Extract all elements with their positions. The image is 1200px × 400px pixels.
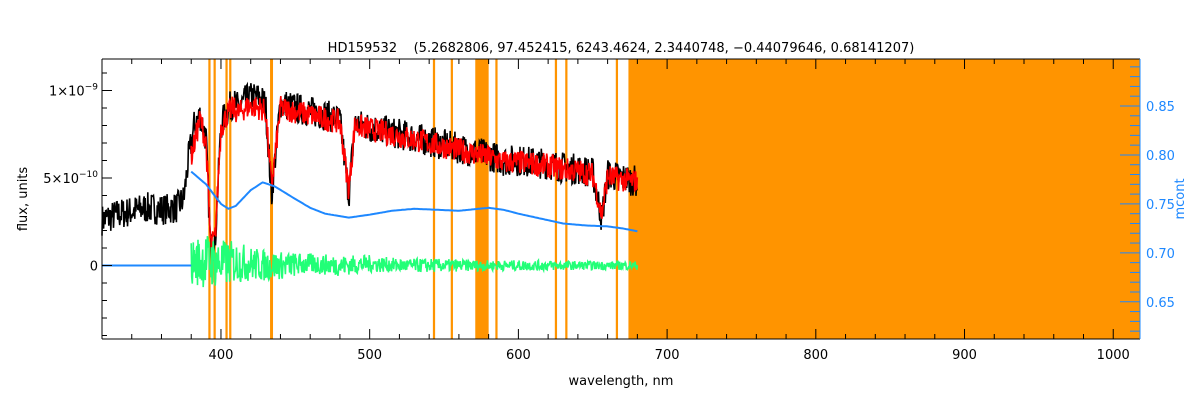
masked-region [475, 59, 489, 339]
y2-tick-label: 0.65 [1146, 296, 1175, 311]
x-tick-label: 900 [952, 348, 977, 363]
masked-region [495, 59, 498, 339]
masked-region [225, 59, 228, 339]
axes: 400 500 600 700 800 900 1000 1×10−9 5×10−10 0 0.85… [43, 58, 1175, 363]
model-flux-line [190, 96, 639, 248]
y2-tick-label: 0.70 [1146, 247, 1175, 262]
masked-regions [208, 59, 1140, 339]
masked-region [450, 59, 453, 339]
x-tick-label: 1000 [1097, 348, 1130, 363]
x-tick-label: 700 [655, 348, 680, 363]
masked-region [229, 59, 232, 339]
masked-region [213, 59, 216, 339]
masked-region [554, 59, 558, 339]
x-axis-label: wavelength, nm [569, 374, 674, 389]
masked-region [432, 59, 436, 339]
masked-region [628, 59, 1140, 339]
y2-tick-label: 0.85 [1146, 100, 1175, 115]
y-axis-label: flux, units [16, 167, 31, 232]
y-tick-label: 5×10−10 [43, 170, 98, 187]
x-tick-label: 500 [357, 348, 382, 363]
x-tick-label: 800 [803, 348, 828, 363]
masked-region [565, 59, 568, 339]
y2-tick-label: 0.80 [1146, 149, 1175, 164]
y-tick-label: 1×10−9 [49, 83, 98, 100]
y-tick-label: 0 [90, 260, 98, 275]
x-tick-label: 400 [209, 348, 234, 363]
y2-tick-label: 0.75 [1146, 198, 1175, 213]
x-tick-label: 600 [506, 348, 531, 363]
residual-line [190, 235, 639, 288]
chart-title: HD159532 (5.2682806, 97.452415, 6243.462… [328, 41, 915, 56]
plot-series [101, 81, 639, 288]
y2-axis-label: mcont [1173, 178, 1188, 219]
masked-region [615, 59, 619, 339]
mcont-line [190, 170, 638, 233]
